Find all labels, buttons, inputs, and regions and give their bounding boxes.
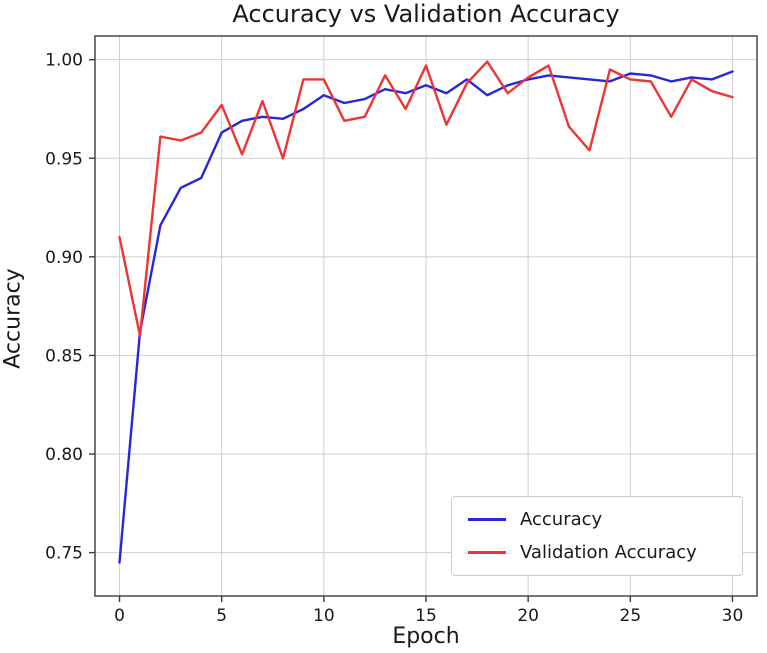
x-tick-label: 10	[313, 606, 335, 626]
x-tick-label: 5	[216, 606, 227, 626]
accuracy-line	[118, 70, 734, 564]
legend-label-accuracy: Accuracy	[520, 509, 603, 530]
legend-item-validation-accuracy: Validation Accuracy	[468, 542, 726, 563]
chart-title: Accuracy vs Validation Accuracy	[232, 0, 620, 28]
y-axis-label: Accuracy	[0, 268, 26, 369]
legend-item-accuracy: Accuracy	[468, 509, 726, 530]
x-axis-label: Epoch	[392, 624, 460, 649]
y-tick-label: 0.75	[45, 544, 83, 564]
x-tick-label: 15	[415, 606, 437, 626]
accuracy-line-swatch	[468, 518, 506, 521]
x-tick-label: 25	[620, 606, 642, 626]
y-tick-label: 0.90	[45, 248, 83, 268]
validation-accuracy-line-swatch	[468, 551, 506, 554]
x-tick-label: 0	[114, 606, 125, 626]
validation-accuracy-line	[118, 60, 734, 337]
y-tick-label: 1.00	[45, 51, 83, 71]
legend-label-validation-accuracy: Validation Accuracy	[520, 542, 697, 563]
x-tick-label: 30	[722, 606, 744, 626]
legend: Accuracy Validation Accuracy	[451, 496, 743, 576]
y-tick-label: 0.80	[45, 445, 83, 465]
y-tick-label: 0.95	[45, 149, 83, 169]
x-tick-label: 20	[517, 606, 539, 626]
y-tick-label: 0.85	[45, 346, 83, 366]
